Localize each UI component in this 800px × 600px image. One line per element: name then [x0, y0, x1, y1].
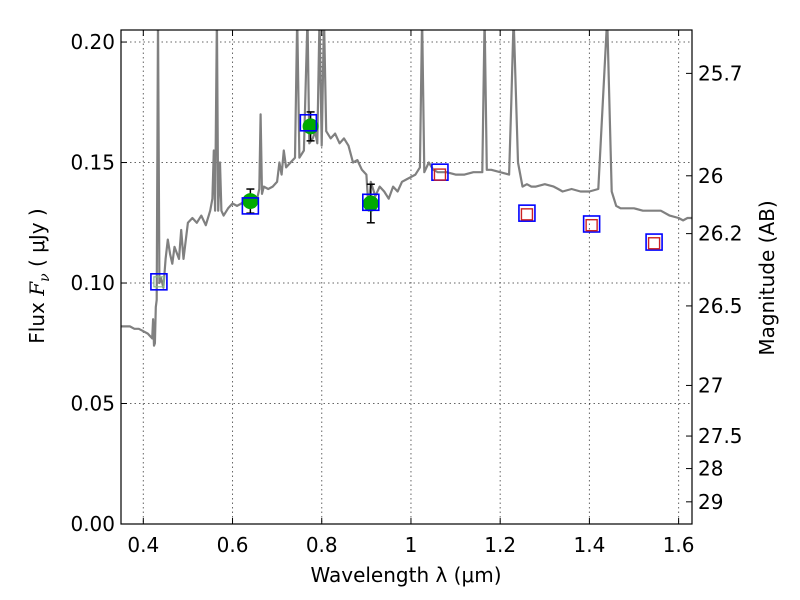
x-axis-label: Wavelength λ (μm)	[310, 563, 501, 587]
right-tick-label: 28	[698, 457, 723, 481]
y-tick-label: 0.05	[70, 392, 115, 416]
nir-flux-marker	[647, 237, 661, 250]
x-tick-label: 0.4	[127, 533, 159, 557]
right-tick-label: 26.2	[698, 222, 743, 246]
x-tick-label: 1.6	[663, 533, 695, 557]
y-tick-label: 0.00	[70, 512, 115, 536]
model-band-flux-marker	[582, 215, 601, 233]
right-tick-label: 26.5	[698, 294, 743, 318]
y-axis-left: 0.00 0.05 0.10 0.15 0.20	[70, 30, 127, 536]
plot-area	[121, 30, 692, 347]
x-tick-label: 0.6	[217, 533, 249, 557]
y-axis-label-suffix: ( μJy )	[25, 208, 49, 273]
nir-flux-marker	[433, 168, 447, 181]
observed-flux-point	[362, 195, 379, 212]
y-axis-label-subscript: ν	[37, 273, 53, 282]
x-tick-label: 0.8	[306, 533, 338, 557]
y-tick-label: 0.10	[70, 271, 115, 295]
model-band-flux-marker	[362, 193, 380, 212]
x-tick-label: 1.2	[484, 533, 516, 557]
nir-flux-marker	[585, 218, 598, 232]
right-tick-label: 26	[698, 164, 723, 188]
x-axis: 0.4 0.6 0.8 1 1.2 1.4 1.6	[127, 30, 695, 557]
x-tick-label: 1.4	[573, 533, 605, 557]
right-tick-label: 29	[698, 490, 723, 514]
right-tick-label: 27.5	[698, 424, 743, 448]
observed-flux-point	[242, 193, 259, 210]
y-axis-right-label: Magnitude (AB)	[755, 200, 779, 355]
x-tick-label: 1	[405, 533, 418, 557]
y-axis-label-symbol: F	[25, 281, 49, 297]
right-tick-label: 27	[698, 373, 723, 397]
model-band-flux-marker	[518, 204, 536, 222]
y-axis-label: Flux Fν ( μJy )	[25, 208, 53, 343]
model-band-flux-marker	[150, 273, 168, 291]
plot-frame	[120, 29, 693, 525]
right-tick-label: 25.7	[698, 61, 743, 85]
y-axis-right: 25.7 26 26.2 26.5 27 27.5 28 29	[686, 61, 743, 514]
model-band-flux-marker	[645, 233, 663, 251]
model-band-flux-marker	[241, 197, 260, 215]
y-axis-label-prefix: Flux	[25, 296, 49, 344]
y-tick-label: 0.15	[70, 151, 115, 175]
model-spectrum-line	[121, 30, 692, 347]
y-tick-label: 0.20	[70, 30, 115, 54]
model-band-flux-marker	[299, 113, 318, 132]
grid-lines	[121, 30, 692, 525]
nir-flux-marker	[520, 208, 534, 221]
faint-flux-marker	[153, 276, 165, 288]
